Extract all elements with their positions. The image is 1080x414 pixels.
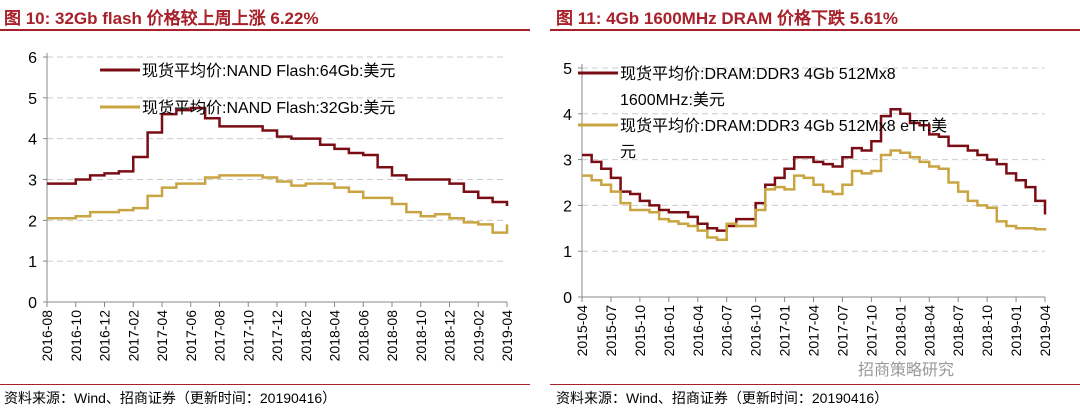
x-tick-label: 2016-10: [68, 310, 84, 362]
y-tick-label: 1: [28, 254, 37, 271]
watermark: 招商策略研究: [858, 362, 955, 379]
x-tick-label: 2018-01: [892, 305, 908, 357]
x-tick-label: 2019-01: [1008, 305, 1024, 357]
legend-label-2: 现货平均价:DRAM:DDR3 4Gb 512Mx8 eTT:美: [620, 117, 947, 135]
x-tick-label: 2017-12: [269, 310, 285, 362]
x-tick-label: 2018-12: [442, 310, 458, 362]
x-tick-label: 2016-04: [690, 305, 706, 357]
source-rule-right: [550, 384, 1080, 385]
legend-label-2: 元: [620, 144, 636, 161]
y-tick-label: 2: [563, 198, 572, 215]
x-tick-label: 2018-08: [384, 310, 400, 362]
x-tick-label: 2019-02: [470, 310, 486, 362]
x-tick-label: 2018-07: [950, 305, 966, 357]
x-tick-label: 2019-04: [1037, 305, 1053, 357]
y-tick-label: 0: [28, 295, 37, 312]
legend-label-1: 现货平均价:DRAM:DDR3 4Gb 512Mx8: [620, 65, 896, 83]
legend-label-1: 1600MHz:美元: [620, 91, 725, 109]
series-line-1: [47, 106, 509, 207]
x-tick-label: 2017-10: [240, 310, 256, 362]
x-tick-label: 2015-10: [632, 305, 648, 357]
x-tick-label: 2018-10: [413, 310, 429, 362]
y-tick-label: 3: [563, 153, 572, 170]
x-tick-label: 2017-02: [125, 310, 141, 362]
x-tick-label: 2017-10: [863, 305, 879, 357]
y-tick-label: 1: [563, 244, 572, 261]
x-tick-label: 2016-12: [97, 310, 113, 362]
x-tick-label: 2017-06: [183, 310, 199, 362]
source-right: 资料来源：Wind、招商证券（更新时间：20190416）: [556, 390, 889, 406]
x-tick-label: 2017-07: [834, 305, 850, 357]
series-line-2: [582, 149, 1047, 241]
x-tick-label: 2017-08: [212, 310, 228, 362]
y-tick-label: 4: [563, 107, 572, 124]
chart-title-right: 图 11: 4Gb 1600MHz DRAM 价格下跌 5.61%: [556, 9, 898, 28]
x-tick-label: 2016-10: [748, 305, 764, 357]
x-tick-label: 2015-04: [574, 305, 590, 357]
y-tick-label: 5: [563, 61, 572, 78]
chart-title-left: 图 10: 32Gb flash 价格较上周上涨 6.22%: [4, 9, 319, 28]
x-tick-label: 2017-04: [154, 310, 170, 362]
series-line-2: [47, 174, 509, 234]
legend-label-1: 现货平均价:NAND Flash:64Gb:美元: [142, 62, 395, 80]
x-tick-label: 2017-01: [777, 305, 793, 357]
y-tick-label: 0: [563, 290, 572, 307]
series-line-1: [582, 107, 1047, 232]
x-tick-label: 2015-07: [603, 305, 619, 357]
x-tick-label: 2016-01: [661, 305, 677, 357]
y-tick-label: 6: [28, 50, 37, 67]
x-tick-label: 2018-04: [327, 310, 343, 362]
x-tick-label: 2018-06: [355, 310, 371, 362]
x-tick-label: 2016-08: [39, 310, 55, 362]
x-tick-label: 2017-04: [806, 305, 822, 357]
x-tick-label: 2019-04: [499, 310, 515, 362]
source-rule-left: [0, 384, 530, 385]
x-tick-label: 2018-02: [298, 310, 314, 362]
y-tick-label: 5: [28, 91, 37, 108]
y-tick-label: 4: [28, 132, 37, 149]
x-tick-label: 2016-07: [719, 305, 735, 357]
source-left: 资料来源：Wind、招商证券（更新时间：20190416）: [4, 390, 337, 406]
legend-label-2: 现货平均价:NAND Flash:32Gb:美元: [142, 99, 395, 117]
y-tick-label: 3: [28, 173, 37, 190]
x-tick-label: 2018-04: [921, 305, 937, 357]
title-rule-right: [550, 29, 1080, 31]
title-rule-left: [0, 29, 530, 31]
x-tick-label: 2018-10: [979, 305, 995, 357]
y-tick-label: 2: [28, 213, 37, 230]
